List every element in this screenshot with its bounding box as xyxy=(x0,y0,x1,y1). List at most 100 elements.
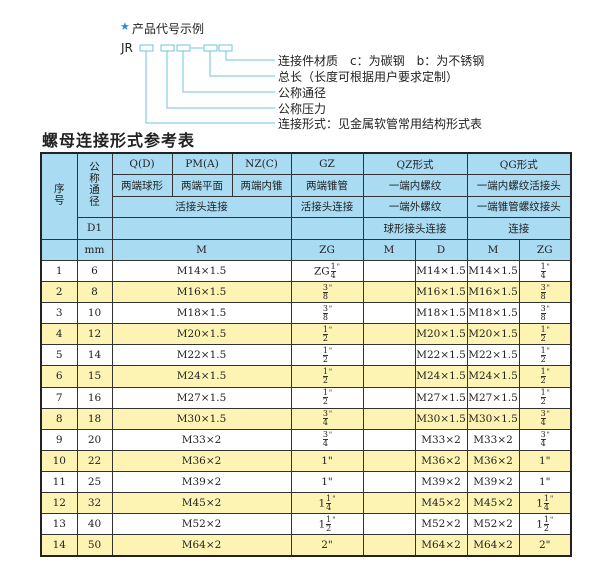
cell-seq: 9 xyxy=(40,428,78,451)
header-conn: 球形接头连接 xyxy=(362,217,468,240)
zg-q: " xyxy=(546,367,550,376)
cell-nominal: 10 xyxy=(76,302,113,325)
cell-m: M24×1.5 xyxy=(111,365,292,388)
header-conn: 一端锥管螺纹接头 xyxy=(466,195,572,219)
zg-d: 2 xyxy=(540,333,546,343)
zg-q: " xyxy=(328,325,333,334)
zg-d: 2 xyxy=(322,397,328,407)
cell-m: M30×1.5 xyxy=(111,407,292,430)
zg-n: 3 xyxy=(540,430,546,441)
cell-qg-zg: 1 2 " xyxy=(518,344,572,367)
cell-qg-m: M52×2 xyxy=(466,513,520,536)
zg-d: 4 xyxy=(540,270,546,280)
zg-q: " xyxy=(550,494,554,503)
cell-qz-d: M18×1.5 xyxy=(414,302,468,325)
zg-n: 3 xyxy=(322,282,328,293)
zg-d: 8 xyxy=(322,312,328,322)
zg-d: 4 xyxy=(540,418,546,428)
cell-seq: 13 xyxy=(40,513,78,536)
zg-q: " xyxy=(328,431,333,440)
cell-qg-zg: 3 4 " xyxy=(518,428,572,451)
zg-w: 1" xyxy=(321,454,333,467)
header-type: Q(D) xyxy=(111,152,173,176)
cell-seq: 8 xyxy=(40,407,78,430)
cell-gz-zg: 3 4 " xyxy=(290,407,364,430)
zg-q: " xyxy=(328,410,333,419)
zg-w: 2" xyxy=(321,539,333,552)
cell-seq: 3 xyxy=(40,302,78,325)
zg-q: " xyxy=(332,494,336,503)
cell-m: M14×1.5 xyxy=(111,259,292,283)
zg-n: 1 xyxy=(322,324,328,335)
cell-qz-d: M39×2 xyxy=(414,470,468,493)
zg-d: 4 xyxy=(322,439,328,449)
cell-qg-m: M14×1.5 xyxy=(466,259,520,283)
cell-gz-zg: 1" xyxy=(290,470,364,493)
header-blank xyxy=(40,238,78,261)
zg-d: 2 xyxy=(543,523,550,533)
header-unit: D xyxy=(414,238,468,261)
cell-qg-zg: 1 1 2 " xyxy=(518,513,572,536)
zg-q: " xyxy=(332,515,336,524)
cell-nominal: 14 xyxy=(76,344,113,367)
zg-n: 1 xyxy=(540,261,546,272)
table-row: 3 10 M18×1.5 3 8 " M18×1.5 M18×1.5 3 8 " xyxy=(40,302,572,325)
table-row: 7 16 M27×1.5 1 2 " M27×1.5 M27×1.5 1 2 " xyxy=(40,386,572,409)
cell-qg-zg: 1 2 " xyxy=(518,386,572,409)
header-type: PM(A) xyxy=(171,152,233,176)
header-type: QG形式 xyxy=(466,152,572,176)
cell-qg-m: M27×1.5 xyxy=(466,386,520,409)
zg-d: 2 xyxy=(322,333,328,343)
zg-n: 1 xyxy=(326,514,332,525)
cell-gz-zg: 1" xyxy=(290,449,364,472)
cell-m: M52×2 xyxy=(111,513,292,536)
table-row: 8 18 M30×1.5 3 4 " M30×1.5 M30×1.5 3 4 " xyxy=(40,407,572,430)
cell-nominal: 32 xyxy=(76,491,113,515)
zg-w: 1" xyxy=(538,475,551,488)
zg-q: " xyxy=(336,262,340,271)
zg-d: 2 xyxy=(322,354,328,364)
cell-qz-m xyxy=(362,302,416,325)
header-shape: 两端平面 xyxy=(171,174,233,197)
header-unit: M xyxy=(466,238,520,261)
label-material: 连接件材质 c：为碳钢 b：为不锈钢 xyxy=(278,54,485,68)
zg-d: 8 xyxy=(540,312,546,322)
zg-n: 1 xyxy=(540,366,546,377)
header-conn: 一端外螺纹 xyxy=(362,195,468,219)
zg-n: 1 xyxy=(543,514,550,525)
cell-seq: 11 xyxy=(40,470,78,493)
cell-qg-m: M16×1.5 xyxy=(466,281,520,304)
zg-w: 2" xyxy=(538,539,551,552)
code-diagram xyxy=(139,44,275,124)
cell-nominal: 50 xyxy=(76,534,113,557)
table-row: 14 50 M64×2 2" M64×2 M64×2 2" xyxy=(40,534,572,557)
cell-qg-zg: 2" xyxy=(518,534,572,557)
cell-qg-m: M36×2 xyxy=(466,449,520,472)
label-connection: 连接形式：见金属软管常用结构形式表 xyxy=(278,117,483,131)
zg-q: " xyxy=(328,283,333,292)
cell-qz-d: M27×1.5 xyxy=(414,386,468,409)
zg-n: 3 xyxy=(540,409,546,420)
cell-qz-d: M30×1.5 xyxy=(414,407,468,430)
zg-q: " xyxy=(328,346,333,355)
zg-n: 1 xyxy=(322,366,328,377)
cell-qz-m xyxy=(362,407,416,430)
cell-qz-d: M33×2 xyxy=(414,428,468,451)
table-row: 10 22 M36×2 1" M36×2 M36×2 1" xyxy=(40,449,572,472)
cell-m: M18×1.5 xyxy=(111,302,292,325)
cell-seq: 5 xyxy=(40,344,78,367)
table-row: 1 6 M14×1.5 ZG 1 4 " M14×1.5 M14×1.5 1 4 " xyxy=(40,259,572,283)
cell-qg-m: M33×2 xyxy=(466,428,520,451)
zg-q: " xyxy=(546,410,550,419)
zg-q: " xyxy=(546,304,550,313)
zg-q: " xyxy=(546,283,550,292)
cell-qg-zg: 1" xyxy=(518,470,572,493)
zg-w: 1" xyxy=(321,475,333,488)
zg-w: 1 xyxy=(536,518,543,531)
header-blank xyxy=(290,217,364,240)
cell-gz-zg: 3 4 " xyxy=(290,428,364,451)
